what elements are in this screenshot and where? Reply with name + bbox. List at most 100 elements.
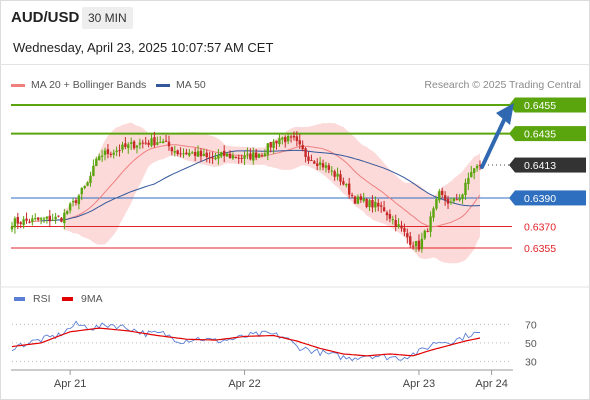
candle-body bbox=[275, 140, 278, 144]
timeframe-button[interactable]: 30 MIN bbox=[82, 7, 133, 29]
candle-body bbox=[193, 152, 197, 156]
candle-body bbox=[68, 203, 72, 211]
candle-body bbox=[208, 157, 211, 159]
candle-body bbox=[83, 186, 86, 188]
candle-body bbox=[368, 200, 371, 208]
candle-body bbox=[452, 197, 456, 202]
candle-body bbox=[388, 214, 392, 219]
candle-body bbox=[89, 175, 92, 184]
candle-body bbox=[310, 160, 313, 162]
candle-body bbox=[60, 217, 63, 222]
candle-body bbox=[22, 219, 25, 226]
legend-swatch-rsi bbox=[14, 297, 25, 301]
candle-body bbox=[257, 153, 261, 158]
x-tick-label: Apr 21 bbox=[54, 378, 86, 390]
level-label-0: 0.6455 bbox=[524, 100, 556, 112]
candle-body bbox=[394, 220, 397, 227]
level-label-5: 0.6355 bbox=[524, 243, 556, 255]
candle-body bbox=[51, 219, 54, 221]
candle-body bbox=[269, 142, 272, 148]
candle-body bbox=[100, 155, 104, 157]
candle-body bbox=[225, 153, 229, 157]
candle-body bbox=[382, 207, 386, 212]
level-label-2: 0.6413 bbox=[524, 160, 556, 172]
candle-body bbox=[420, 238, 424, 250]
candle-body bbox=[170, 147, 174, 152]
rsi-tick-label: 50 bbox=[525, 338, 537, 350]
level-tag-pointer-3 bbox=[509, 190, 515, 206]
rsi-tick-label: 70 bbox=[525, 319, 537, 331]
candle-body bbox=[202, 153, 206, 156]
candle-body bbox=[478, 164, 482, 166]
legend-label-rsi: RSI bbox=[33, 293, 51, 305]
candle-body bbox=[28, 221, 31, 223]
candle-body bbox=[304, 148, 307, 157]
candle-body bbox=[435, 199, 438, 209]
legend-swatch-ma50 bbox=[156, 83, 170, 87]
candle-body bbox=[13, 218, 17, 228]
candle-body bbox=[205, 152, 208, 158]
x-tick-label: Apr 22 bbox=[228, 378, 260, 390]
datetime-label: Wednesday, April 23, 2025 10:07:57 AM CE… bbox=[13, 40, 274, 55]
level-tag-pointer-2 bbox=[509, 157, 515, 173]
candle-body bbox=[95, 158, 98, 167]
candle-body bbox=[182, 153, 185, 155]
candle-body bbox=[127, 144, 130, 149]
legend-swatch-9ma bbox=[62, 297, 73, 301]
candle-body bbox=[228, 153, 232, 158]
candle-body bbox=[121, 144, 124, 150]
candle-body bbox=[263, 153, 267, 157]
candle-body bbox=[327, 165, 331, 170]
candle-body bbox=[39, 218, 43, 220]
candle-body bbox=[16, 216, 20, 224]
projection-arrow-head bbox=[496, 103, 514, 126]
candle-body bbox=[438, 191, 441, 201]
candle-body bbox=[467, 177, 470, 185]
legend-swatch-ma20 bbox=[11, 83, 25, 87]
candle-body bbox=[377, 203, 380, 207]
candle-body bbox=[138, 142, 142, 145]
candle-body bbox=[417, 240, 421, 250]
candle-body bbox=[464, 182, 467, 196]
candle-body bbox=[231, 155, 235, 159]
candle-body bbox=[71, 201, 75, 203]
candle-body bbox=[426, 230, 429, 232]
candle-body bbox=[132, 141, 136, 149]
candle-body bbox=[458, 198, 461, 201]
candle-body bbox=[103, 150, 107, 155]
candle-body bbox=[135, 145, 139, 148]
candle-body bbox=[45, 216, 49, 219]
header-divider bbox=[0, 64, 590, 65]
candle-body bbox=[298, 140, 301, 145]
candle-body bbox=[31, 218, 34, 222]
candle-body bbox=[42, 218, 46, 220]
candle-body bbox=[286, 135, 290, 142]
candle-body bbox=[141, 142, 145, 144]
credit-text: Research © 2025 Trading Central bbox=[424, 79, 581, 91]
candle-body bbox=[411, 245, 415, 247]
candle-body bbox=[347, 183, 351, 195]
candle-body bbox=[350, 194, 354, 196]
level-tag-3 bbox=[515, 190, 586, 206]
candle-body bbox=[475, 165, 479, 169]
candle-body bbox=[406, 233, 409, 238]
levels-group: 0.6455 0.6435 0.6413 0.6390 0.6370 0.6355 bbox=[11, 97, 586, 255]
candle-body bbox=[106, 149, 110, 155]
candle-body bbox=[222, 150, 226, 156]
candle-body bbox=[48, 215, 51, 222]
candle-body bbox=[371, 200, 374, 208]
candle-body bbox=[129, 142, 133, 144]
candle-body bbox=[414, 241, 418, 247]
candle-body bbox=[391, 219, 394, 221]
candle-body bbox=[449, 201, 453, 203]
symbol-title: AUD/USD bbox=[11, 9, 80, 26]
rsi-pane: 70 50 30 bbox=[11, 319, 537, 368]
candle-body bbox=[243, 155, 246, 159]
candle-body bbox=[365, 198, 368, 207]
candle-body bbox=[92, 165, 95, 176]
candle-body bbox=[321, 163, 325, 168]
candle-body bbox=[252, 152, 255, 161]
candle-body bbox=[234, 156, 238, 158]
level-tag-0 bbox=[515, 97, 586, 113]
candle-body bbox=[446, 198, 450, 204]
